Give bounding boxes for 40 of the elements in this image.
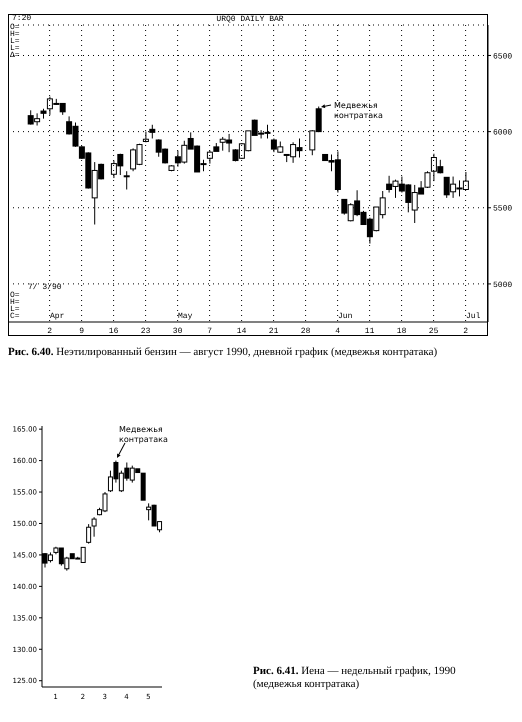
text: Рис. 6.41. Иена — недельный график, 1990 (медвежья контратака) [253, 665, 457, 691]
x-tick-label: 14 [236, 327, 247, 336]
y-tick-label: 6000 [493, 128, 512, 138]
annotation: Медвежья контратака [334, 101, 383, 120]
annotation: Медвежья контратака [119, 425, 168, 444]
candlestick [86, 524, 92, 544]
annotation: L= [10, 44, 20, 53]
x-tick-label: 25 [428, 327, 439, 336]
x-tick-label: 30 [172, 327, 183, 336]
annotation: H= [10, 298, 20, 307]
y-tick-label: 5000 [493, 280, 512, 290]
x-tick-label: 2 [47, 327, 52, 336]
y-tick-label: 6500 [493, 52, 512, 62]
annotation: Jun [338, 312, 352, 321]
x-tick-label: 2 [463, 327, 468, 336]
annotation: May [178, 312, 192, 321]
annotation: Jul [466, 312, 480, 321]
chart-title: URQ0 DAILY BAR [216, 15, 284, 24]
x-tick-label: 23 [140, 327, 151, 336]
candlestick [92, 516, 97, 538]
text: Рис. 6.40. Неэтилированный бензин — август 1990, дневной график (медвежья контратака) [8, 346, 438, 359]
x-tick-label: 7 [207, 327, 212, 336]
x-tick-label: 16 [108, 327, 119, 336]
candlestick [424, 170, 430, 188]
x-tick-label: 11 [364, 327, 375, 336]
x-tick-label: 21 [268, 327, 279, 336]
y-tick-label: 5500 [493, 204, 512, 214]
x-tick-label: 9 [79, 327, 84, 336]
annotation: O= [10, 291, 20, 300]
annotation: 7/ 3/90 [28, 283, 62, 292]
x-tick-label: 28 [300, 327, 311, 336]
annotation: C= [10, 312, 20, 321]
x-tick-label: 18 [396, 327, 407, 336]
x-tick-label: 4 [335, 327, 340, 336]
annotation: L= [10, 37, 20, 46]
candlestick [40, 108, 46, 120]
annotation: H= [10, 30, 20, 39]
annotation: Apr [50, 312, 64, 321]
candlestick [124, 170, 130, 190]
annotation: L= [10, 305, 20, 314]
